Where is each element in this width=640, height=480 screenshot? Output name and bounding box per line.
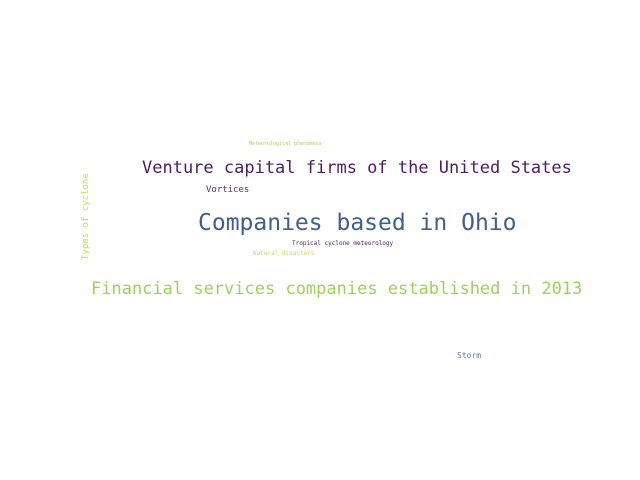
word-financial-services-companies: Financial services companies established… [91, 279, 583, 299]
word-venture-capital-firms: Venture capital firms of the United Stat… [142, 158, 572, 178]
word-vortices: Vortices [206, 185, 250, 195]
word-companies-based-in-ohio: Companies based in Ohio [198, 210, 517, 236]
word-meteorological-phenomena: Meteorological phenomena [249, 141, 322, 147]
word-storm: Storm [457, 351, 482, 360]
word-tropical-cyclone-meteorology: Tropical cyclone meteorology [292, 240, 394, 247]
word-types-of-cyclone: Types of cyclone [81, 173, 91, 260]
word-natural-disasters: Natural disasters [253, 250, 315, 257]
